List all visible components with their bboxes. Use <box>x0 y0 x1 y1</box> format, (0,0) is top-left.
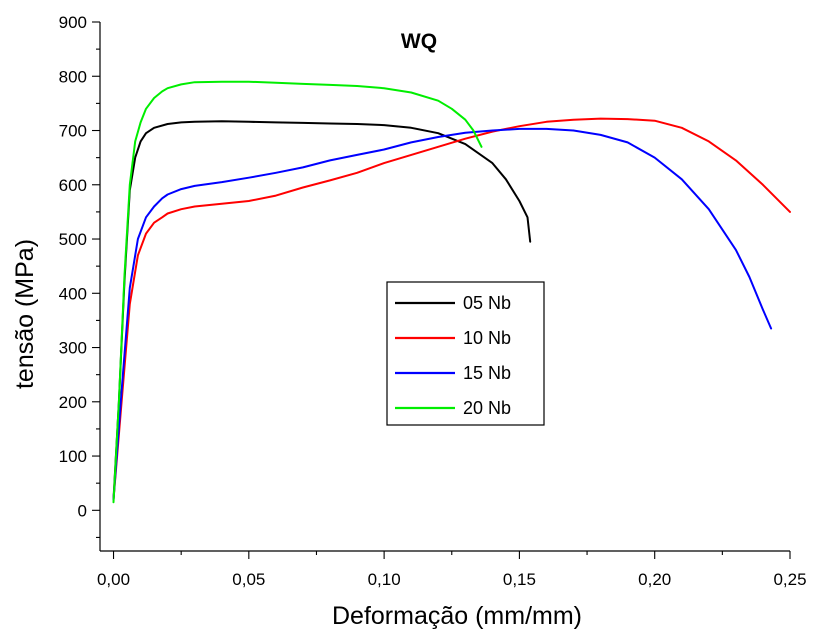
x-tick-label: 0,15 <box>503 570 536 589</box>
y-tick-label: 300 <box>59 339 87 358</box>
series-line-15-nb <box>112 127 773 501</box>
series-line-10-nb <box>112 117 791 501</box>
x-tick-label: 0,20 <box>638 570 671 589</box>
y-tick-label: 200 <box>59 393 87 412</box>
legend-label: 15 Nb <box>463 363 511 383</box>
y-tick-label: 100 <box>59 447 87 466</box>
plot-area <box>112 80 791 504</box>
y-tick-label: 500 <box>59 230 87 249</box>
legend-box <box>386 281 545 426</box>
x-axis-label: Deformação (mm/mm) <box>332 602 582 630</box>
x-tick-label: 0,00 <box>97 570 130 589</box>
x-tick-label: 0,05 <box>232 570 265 589</box>
legend: 05 Nb 10 Nb 15 Nb 20 Nb <box>386 281 545 426</box>
y-tick-label: 0 <box>78 501 87 520</box>
axes <box>99 22 790 552</box>
y-tick-label: 700 <box>59 122 87 141</box>
x-tick-label: 0,10 <box>368 570 401 589</box>
series-line-20-nb <box>112 80 483 504</box>
ticks: 0 100 200 300 400 500 600 700 800 900 0,00 0,05 0,10… <box>59 13 807 589</box>
legend-label: 10 Nb <box>463 328 511 348</box>
y-tick-label: 800 <box>59 67 87 86</box>
x-tick-label: 0,25 <box>773 570 806 589</box>
y-axis-label: tensão (MPa) <box>11 239 39 389</box>
series-line-05-nb <box>112 120 532 501</box>
chart-title: WQ <box>401 30 437 53</box>
y-tick-label: 600 <box>59 176 87 195</box>
legend-label: 20 Nb <box>463 398 511 418</box>
y-tick-label: 400 <box>59 284 87 303</box>
y-tick-label: 900 <box>59 13 87 32</box>
legend-label: 05 Nb <box>463 293 511 313</box>
